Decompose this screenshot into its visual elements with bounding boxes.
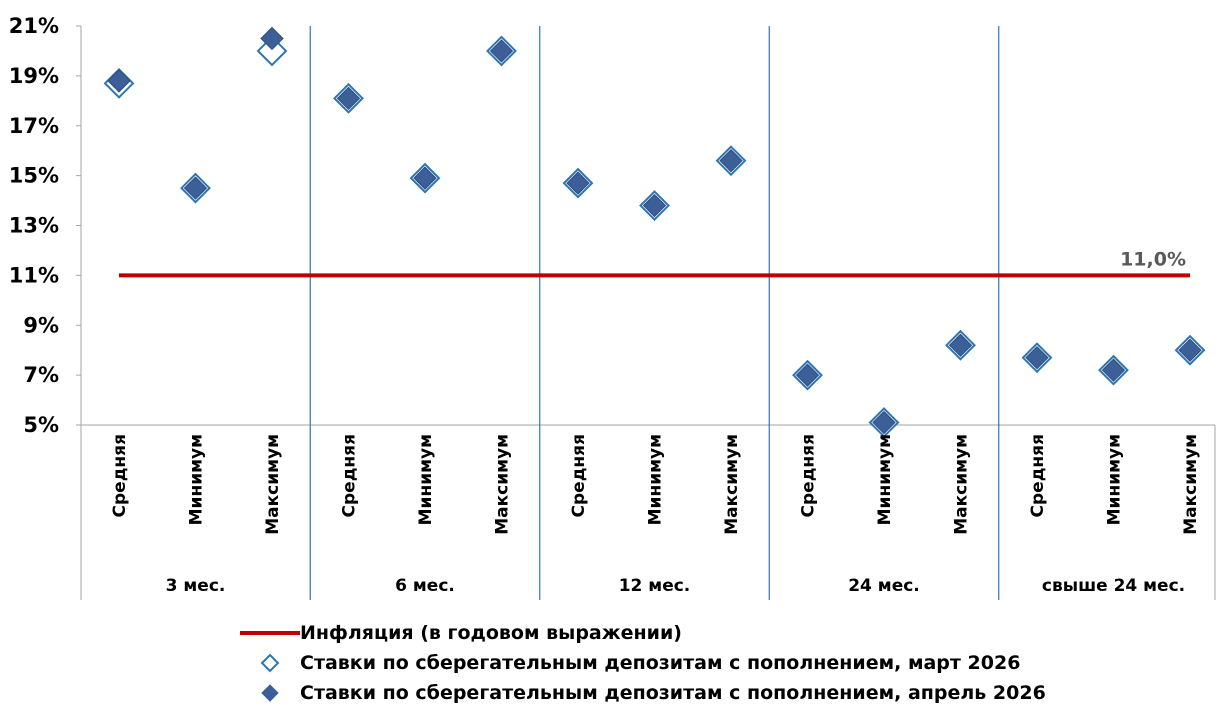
category-label: Максимум (952, 434, 972, 535)
category-label: Средняя (799, 434, 819, 517)
april-marker (260, 26, 284, 51)
group-label: свыше 24 мес. (1042, 576, 1185, 596)
y-tick-label: 11% (9, 263, 59, 287)
april-marker (413, 166, 437, 190)
category-label: Максимум (493, 434, 513, 535)
y-tick-label: 19% (9, 64, 59, 88)
legend-line-swatch (240, 631, 300, 635)
april-marker (948, 333, 973, 357)
legend: Инфляция (в годовом выражении) Ставки по… (240, 618, 1046, 708)
group-label: 24 мес. (848, 576, 920, 596)
april-marker (566, 171, 590, 195)
y-tick-label: 5% (23, 413, 59, 437)
category-label: Минимум (875, 434, 895, 525)
april-marker (719, 148, 743, 173)
group-label: 6 мес. (395, 576, 455, 596)
y-tick-label: 17% (9, 114, 59, 138)
filled-diamond-icon (240, 683, 300, 703)
april-marker (1178, 338, 1202, 362)
group-dividers (309, 26, 1000, 600)
april-marker (642, 193, 667, 218)
legend-item-march: Ставки по сберегательным депозитам с поп… (240, 648, 1046, 678)
april-marker (1101, 358, 1126, 382)
axes: 5% 7% 9% 11% 13% 15% 17% 19% 21% (9, 14, 1216, 600)
april-marker (489, 39, 514, 63)
category-label: Средняя (340, 434, 360, 517)
category-label: Минимум (416, 434, 436, 525)
april-marker (183, 176, 208, 200)
category-label: Средняя (110, 434, 130, 517)
category-label: Максимум (722, 434, 742, 535)
march-marker (256, 35, 288, 67)
markers-layer (103, 26, 1206, 438)
april-marker (1025, 345, 1049, 370)
group-label: 3 мес. (166, 576, 226, 596)
category-label: Средняя (1028, 434, 1048, 517)
category-label: Средняя (569, 434, 589, 517)
category-label: Минимум (646, 434, 666, 525)
category-label: Максимум (263, 434, 283, 535)
y-tick-label: 15% (9, 164, 59, 188)
y-tick-label: 21% (9, 14, 59, 38)
group-label: 12 мес. (619, 576, 691, 596)
april-marker (872, 410, 896, 435)
legend-item-inflation: Инфляция (в годовом выражении) (240, 618, 1046, 648)
hollow-diamond-icon (240, 653, 300, 673)
y-tick-label: 9% (23, 313, 59, 337)
inflation-annotation: 11,0% (1120, 248, 1186, 270)
category-label: Минимум (187, 434, 207, 525)
legend-label-april: Ставки по сберегательным депозитам с поп… (300, 682, 1046, 704)
labels-layer: Средняя Минимум Максимум 3 мес. Средняя Миним… (110, 248, 1201, 596)
legend-label-inflation: Инфляция (в годовом выражении) (300, 622, 682, 644)
april-marker (107, 69, 131, 93)
y-tick-label: 13% (9, 214, 59, 238)
category-label: Максимум (1181, 434, 1201, 535)
april-marker (336, 86, 361, 111)
legend-label-march: Ставки по сберегательным депозитам с поп… (300, 652, 1021, 674)
y-tick-label: 7% (23, 363, 59, 387)
legend-item-april: Ставки по сберегательным депозитам с поп… (240, 678, 1046, 708)
category-label: Минимум (1105, 434, 1125, 525)
april-marker (795, 363, 820, 387)
